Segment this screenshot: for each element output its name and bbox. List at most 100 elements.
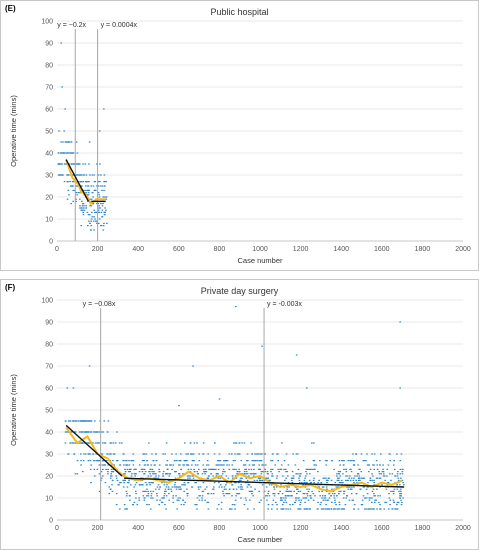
scatter-point	[145, 484, 148, 486]
scatter-point	[276, 475, 279, 477]
scatter-point	[79, 453, 82, 455]
scatter-point	[384, 479, 386, 481]
scatter-point	[175, 471, 177, 473]
scatter-point	[218, 464, 221, 466]
scatter-point	[288, 490, 291, 492]
scatter-point	[350, 488, 353, 490]
scatter-point	[271, 475, 273, 477]
scatter-point	[210, 468, 213, 470]
scatter-point	[98, 464, 101, 466]
scatter-point	[400, 495, 402, 497]
scatter-point	[72, 387, 75, 389]
scatter-point	[98, 218, 101, 220]
scatter-point	[93, 189, 96, 191]
scatter-point	[175, 488, 178, 490]
scatter-point	[289, 504, 291, 506]
scatter-point	[204, 468, 207, 470]
scatter-point	[82, 189, 85, 191]
scatter-point	[382, 473, 385, 475]
scatter-point	[107, 464, 110, 466]
scatter-point	[194, 464, 197, 466]
scatter-point	[345, 471, 348, 473]
scatter-point	[236, 471, 239, 473]
scatter-point	[81, 185, 83, 187]
scatter-point	[391, 473, 394, 475]
scatter-point	[362, 477, 365, 479]
scatter-point	[345, 497, 348, 499]
scatter-point	[177, 497, 180, 499]
y-tick-label: 100	[41, 19, 53, 26]
scatter-point	[192, 477, 195, 479]
scatter-point	[367, 464, 370, 466]
scatter-point	[308, 488, 310, 490]
scatter-point	[112, 442, 115, 444]
scatter-point	[294, 497, 297, 499]
scatter-point	[206, 501, 209, 503]
scatter-point	[239, 486, 242, 488]
scatter-point	[107, 468, 109, 470]
scatter-point	[235, 495, 237, 497]
scatter-point	[143, 497, 146, 499]
scatter-point	[101, 464, 104, 466]
scatter-point	[87, 185, 89, 187]
scatter-point	[290, 495, 292, 497]
scatter-point	[172, 501, 175, 503]
scatter-point	[213, 453, 216, 455]
scatter-point	[88, 214, 91, 216]
scatter-point	[71, 431, 73, 433]
scatter-point	[210, 493, 213, 495]
scatter-point	[350, 493, 353, 495]
scatter-point	[138, 497, 140, 499]
scatter-point	[98, 473, 101, 475]
scatter-point	[162, 473, 164, 475]
scatter-point	[339, 471, 342, 473]
scatter-point	[86, 225, 89, 227]
scatter-point	[97, 185, 100, 187]
scatter-point	[156, 486, 159, 488]
scatter-point	[162, 479, 165, 481]
scatter-point	[234, 306, 237, 308]
x-tick-label: 800	[214, 246, 226, 253]
scatter-point	[143, 453, 145, 455]
scatter-point	[202, 453, 205, 455]
scatter-point	[84, 189, 87, 191]
scatter-point	[312, 493, 315, 495]
scatter-point	[75, 200, 77, 202]
scatter-point	[392, 499, 395, 501]
scatter-point	[243, 442, 246, 444]
scatter-point	[99, 225, 102, 227]
scatter-point	[168, 473, 171, 475]
scatter-point	[250, 442, 252, 444]
scatter-point	[389, 453, 391, 455]
scatter-point	[240, 484, 242, 486]
scatter-point	[353, 508, 355, 510]
scatter-point	[270, 471, 272, 473]
scatter-point	[344, 504, 347, 506]
scatter-point	[392, 490, 394, 492]
scatter-point	[258, 464, 260, 466]
scatter-point	[100, 185, 102, 187]
scatter-point	[258, 479, 261, 481]
scatter-point	[296, 473, 298, 475]
scatter-point	[163, 493, 166, 495]
scatter-point	[325, 486, 328, 488]
scatter-point	[109, 442, 112, 444]
scatter-point	[388, 497, 391, 499]
scatter-point	[251, 460, 254, 462]
scatter-point	[333, 508, 335, 510]
scatter-point	[100, 203, 102, 205]
scatter-point	[238, 482, 240, 484]
scatter-point	[353, 504, 356, 506]
scatter-point	[353, 464, 355, 466]
scatter-point	[96, 468, 99, 470]
scatter-point	[401, 501, 403, 503]
scatter-point	[328, 508, 331, 510]
scatter-point	[374, 495, 377, 497]
chart-title: Public hospital	[210, 7, 269, 17]
scatter-point	[399, 473, 402, 475]
scatter-point	[239, 477, 242, 479]
scatter-point	[213, 482, 216, 484]
scatter-point	[291, 471, 294, 473]
scatter-point	[135, 482, 138, 484]
